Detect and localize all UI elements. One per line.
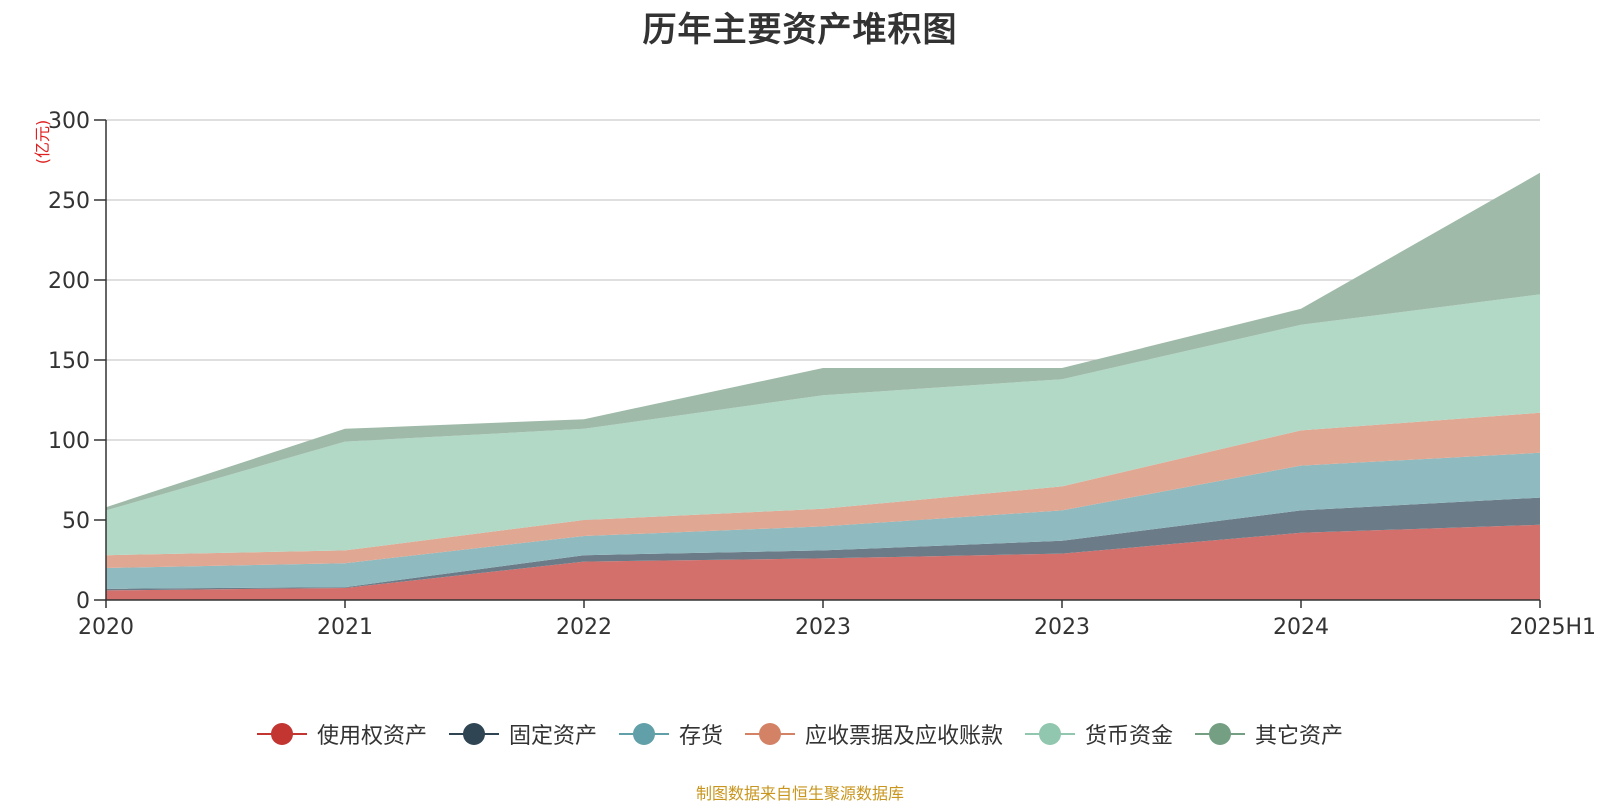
- y-tick-label: 300: [48, 109, 90, 134]
- y-tick-label: 200: [48, 269, 90, 294]
- area-series-1: [106, 524, 1540, 600]
- area-series: [106, 172, 1540, 600]
- x-tick-label: 2022: [556, 615, 612, 640]
- y-axis-unit-label: (亿元): [33, 120, 52, 165]
- legend-item[interactable]: 货币资金: [1025, 718, 1173, 750]
- legend-label: 应收票据及应收账款: [805, 724, 1004, 749]
- y-tick-label: 50: [62, 509, 90, 534]
- legend-marker-icon: [1195, 722, 1246, 746]
- legend: 使用权资产 固定资产 存货 应收票据及应收账款 货币资金 其它资产: [0, 718, 1600, 750]
- y-tick-label: 0: [76, 589, 90, 614]
- x-tick-label: 2020: [78, 615, 134, 640]
- area-series-6: [106, 172, 1540, 511]
- y-tick-label: 150: [48, 349, 90, 374]
- legend-label: 存货: [678, 724, 723, 749]
- legend-marker-icon: [256, 722, 307, 746]
- legend-label: 固定资产: [508, 724, 597, 749]
- legend-marker-icon: [745, 722, 795, 746]
- legend-marker-icon: [1025, 722, 1076, 746]
- chart-title: 历年主要资产堆积图: [642, 10, 958, 50]
- legend-item[interactable]: 存货: [618, 718, 723, 750]
- x-tick-label: 2021: [317, 615, 373, 640]
- legend-label: 货币资金: [1085, 724, 1174, 749]
- area-series-5: [106, 294, 1540, 556]
- area-series-4: [106, 412, 1540, 568]
- legend-item[interactable]: 使用权资产: [256, 718, 427, 750]
- legend-label: 使用权资产: [316, 724, 427, 749]
- axes: 0 50 100 150 200 250 300 2020 2021 2022 2023 2023 20…: [48, 109, 1596, 640]
- legend-marker-icon: [448, 722, 499, 746]
- y-tick-label: 250: [48, 189, 90, 214]
- legend-item[interactable]: 固定资产: [448, 718, 597, 750]
- source-note: 制图数据来自恒生聚源数据库: [695, 784, 904, 803]
- legend-item[interactable]: 其它资产: [1195, 718, 1343, 750]
- area-series-3: [106, 452, 1540, 589]
- x-tick-label: 2023: [795, 615, 851, 640]
- x-tick-label: 2024: [1273, 615, 1329, 640]
- legend-label: 其它资产: [1255, 724, 1344, 749]
- area-series-2: [106, 497, 1540, 591]
- y-tick-label: 100: [48, 429, 90, 454]
- legend-item[interactable]: 应收票据及应收账款: [745, 718, 1003, 750]
- x-tick-label: 2025H1: [1509, 615, 1596, 640]
- legend-marker-icon: [618, 722, 669, 746]
- x-tick-label: 2023: [1034, 615, 1090, 640]
